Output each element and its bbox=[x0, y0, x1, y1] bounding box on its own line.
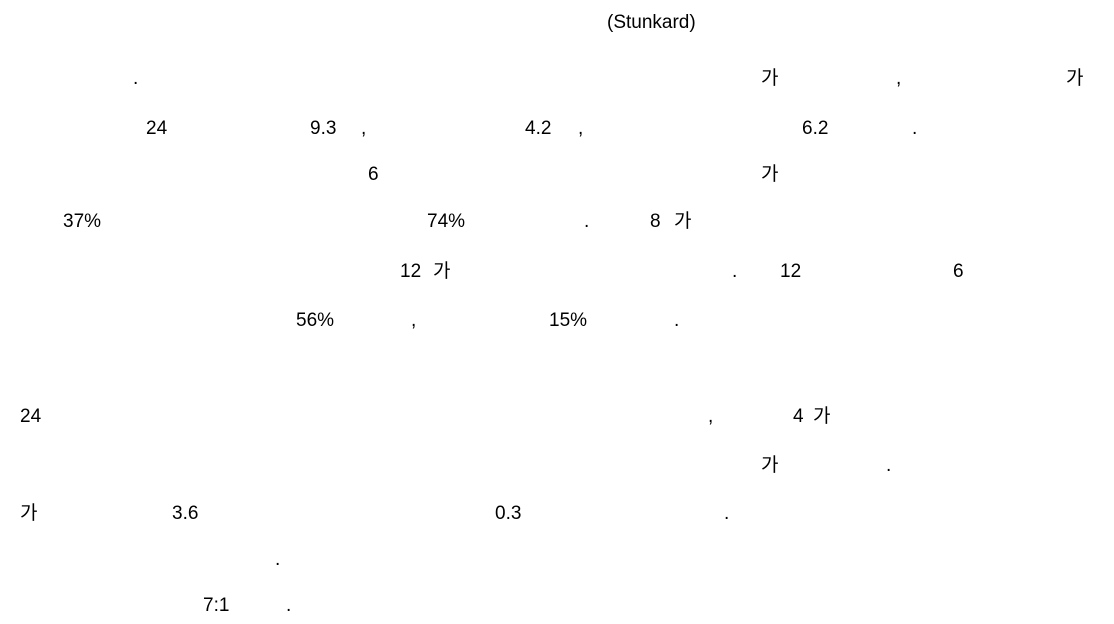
text-fragment: . bbox=[584, 211, 590, 232]
text-fragment: 24 bbox=[20, 406, 42, 427]
text-fragment: . bbox=[724, 503, 730, 524]
text-fragment: . bbox=[886, 455, 892, 476]
text-fragment: 12 bbox=[400, 261, 422, 282]
text-fragment: , bbox=[578, 118, 584, 139]
text-fragment: 24 bbox=[146, 118, 168, 139]
text-fragment: , bbox=[708, 406, 714, 427]
text-fragment: 6 bbox=[953, 261, 964, 282]
text-fragment: (Stunkard) bbox=[607, 12, 696, 33]
text-fragment: . bbox=[732, 261, 738, 282]
text-fragment: 9.3 bbox=[310, 118, 337, 139]
text-fragment: 8 bbox=[650, 211, 661, 232]
text-fragment: 가 bbox=[20, 503, 38, 524]
text-fragment: 6.2 bbox=[802, 118, 829, 139]
text-fragment: 0.3 bbox=[495, 503, 522, 524]
text-fragment: 12 bbox=[780, 261, 802, 282]
text-fragment: 3.6 bbox=[172, 503, 199, 524]
text-fragment: 56% bbox=[296, 310, 335, 331]
text-fragment: 74% bbox=[427, 211, 466, 232]
text-fragment: . bbox=[133, 68, 139, 89]
text-fragment: 가 bbox=[761, 164, 779, 185]
text-fragment: 가 bbox=[674, 211, 692, 232]
text-fragment: . bbox=[286, 595, 292, 616]
text-fragment: 가 bbox=[813, 406, 831, 427]
text-fragment: , bbox=[896, 68, 902, 89]
text-fragment: 37% bbox=[63, 211, 102, 232]
text-fragment: 7:1 bbox=[203, 595, 230, 616]
text-fragment: 6 bbox=[368, 164, 379, 185]
text-fragment: 가 bbox=[761, 68, 779, 89]
text-fragment: 4 bbox=[793, 406, 804, 427]
text-fragment: 4.2 bbox=[525, 118, 552, 139]
text-fragment: 15% bbox=[549, 310, 588, 331]
text-fragment: . bbox=[674, 310, 680, 331]
text-fragment: , bbox=[411, 310, 417, 331]
text-fragment: 가 bbox=[433, 261, 451, 282]
text-fragment: 가 bbox=[1066, 68, 1084, 89]
text-fragment: 가 bbox=[761, 455, 779, 476]
text-fragment: . bbox=[912, 118, 918, 139]
text-fragment: . bbox=[275, 549, 281, 570]
text-fragment: , bbox=[361, 118, 367, 139]
